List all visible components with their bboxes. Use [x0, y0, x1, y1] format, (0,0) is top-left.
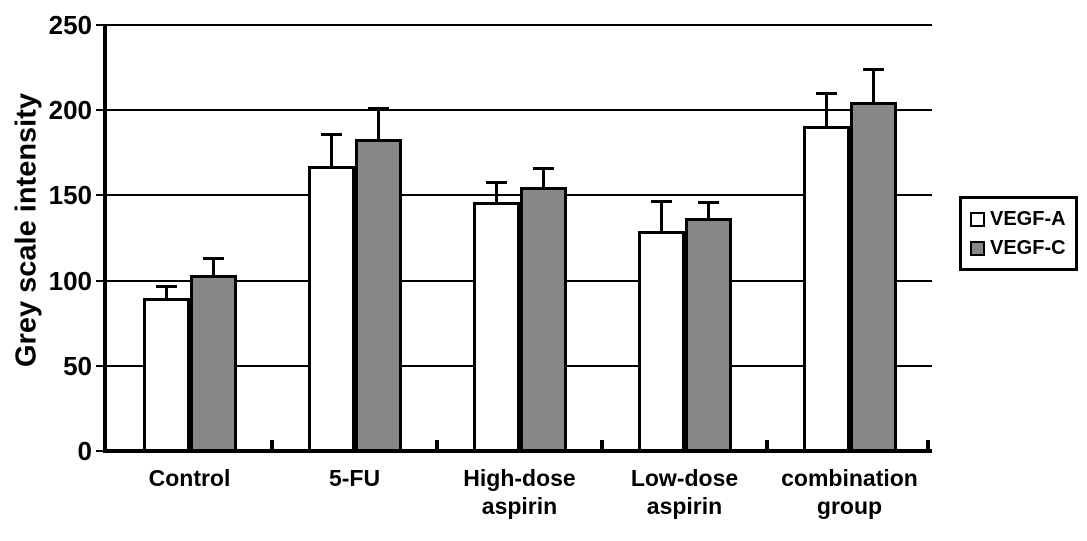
y-axis-title: Grey scale intensity	[10, 92, 43, 368]
legend-label-vegf-a: VEGF-A	[990, 208, 1066, 230]
x-axis-tick	[270, 440, 274, 449]
error-bar-cap	[650, 199, 672, 203]
y-axis-tick	[96, 364, 107, 367]
gridline	[107, 24, 932, 26]
x-axis-label: Control	[148, 465, 231, 491]
y-axis-tick-label: 250	[48, 10, 92, 40]
x-axis-tick	[600, 440, 604, 449]
x-axis-tick	[926, 440, 930, 449]
gridline	[107, 109, 932, 112]
y-axis-tick-label: 50	[63, 350, 92, 381]
y-axis-tick-label: 200	[48, 95, 92, 126]
error-bar-cap	[155, 284, 177, 288]
legend-label-vegf-c: VEGF-C	[990, 237, 1066, 259]
bar-vegf-c-high-dose	[519, 186, 567, 453]
x-axis-label: 5-FU	[328, 465, 381, 491]
x-axis-tick	[435, 440, 439, 449]
x-axis-label: High-dose aspirin	[463, 465, 576, 519]
error-bar-line	[329, 134, 333, 170]
bar-vegf-a-5-fu	[307, 166, 355, 453]
legend-item-vegf-c: VEGF-C	[970, 238, 1075, 258]
error-bar-line	[164, 285, 168, 301]
x-axis-tick	[765, 440, 769, 449]
y-axis-tick-label: 150	[48, 180, 92, 211]
legend-item-vegf-a: VEGF-A	[970, 209, 1075, 229]
x-axis-label: Low-dose aspirin	[630, 465, 739, 519]
error-bar-line	[706, 202, 710, 221]
bar-vegf-c-5-fu	[354, 139, 402, 453]
legend-marker-vegf-a	[970, 211, 985, 227]
error-bar-line	[659, 200, 663, 235]
error-bar-cap	[532, 167, 554, 171]
error-bar-line	[211, 258, 215, 279]
y-axis-tick-label: 100	[48, 265, 92, 296]
bar-vegf-a-low-dose	[637, 231, 685, 453]
error-bar-cap	[697, 201, 719, 205]
error-bar-line	[871, 69, 875, 105]
x-axis-label: combination group	[781, 465, 918, 519]
error-bar-cap	[367, 107, 389, 111]
y-axis-tick	[96, 450, 107, 452]
bar-vegf-a-high-dose	[472, 202, 520, 453]
y-axis-tick	[96, 279, 107, 282]
error-bar-cap	[485, 180, 507, 184]
error-bar-cap	[815, 92, 837, 96]
legend: VEGF-A VEGF-C	[959, 196, 1078, 271]
error-bar-cap	[320, 133, 342, 137]
error-bar-cap	[862, 68, 884, 72]
y-axis-tick	[96, 24, 107, 26]
bar-vegf-a-control	[142, 297, 190, 453]
bar-vegf-c-low-dose	[684, 217, 732, 453]
y-axis-tick-label: 0	[77, 436, 92, 466]
x-axis-line	[103, 449, 932, 453]
y-axis-tick	[96, 109, 107, 112]
error-bar-line	[494, 181, 498, 206]
bar-vegf-a-combination	[802, 125, 850, 453]
y-axis-tick	[96, 194, 107, 197]
error-bar-line	[824, 93, 828, 129]
error-bar-cap	[202, 257, 224, 261]
legend-marker-vegf-c	[970, 240, 985, 256]
error-bar-line	[376, 108, 380, 143]
bar-vegf-c-combination	[849, 101, 897, 453]
y-axis-line	[103, 25, 107, 453]
bar-vegf-c-control	[189, 275, 237, 453]
error-bar-line	[541, 168, 545, 190]
